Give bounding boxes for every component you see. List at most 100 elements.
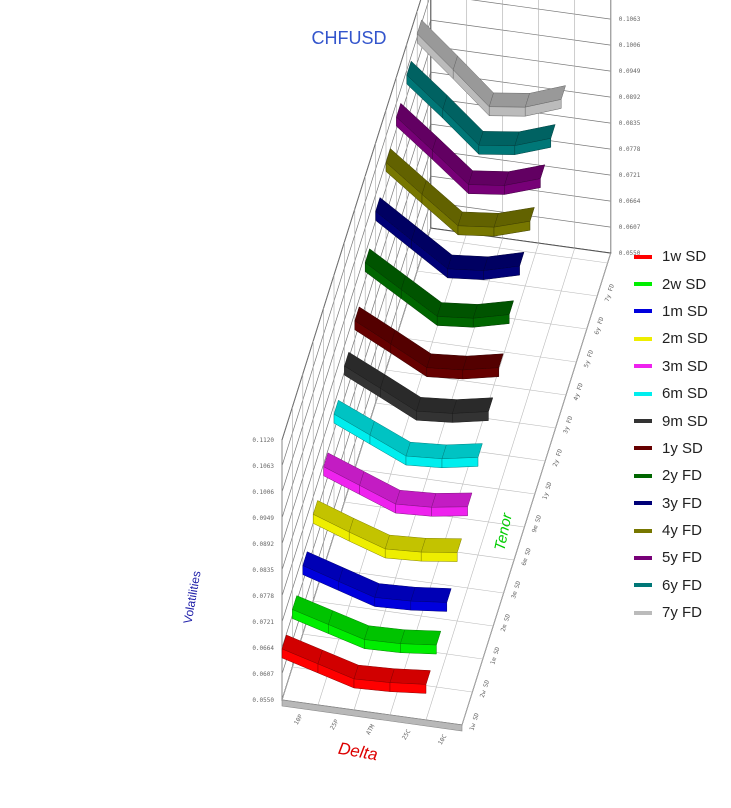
ribbon-segment (389, 682, 427, 694)
side-grid-line (281, 71, 432, 545)
legend-item: 1y SD (634, 435, 729, 462)
z-tick-label: 9m SD (531, 514, 543, 534)
ribbon-segment (420, 551, 458, 562)
ribbon-segment (436, 316, 474, 328)
z-tick-label: 6m SD (521, 547, 533, 567)
back-grid-line (430, 19, 611, 46)
ribbon-segment (514, 138, 552, 155)
ribbon-segment (410, 600, 448, 612)
ribbon-top (468, 170, 510, 186)
y-tick-label: 0.1006 (252, 489, 274, 496)
floor-grid-line (425, 248, 576, 721)
legend-item: 5y FD (634, 544, 729, 571)
legend-label: 4y FD (662, 522, 703, 540)
series-ribbons (281, 19, 566, 694)
legend-label: 5y FD (662, 549, 703, 567)
ribbon-segment (441, 457, 479, 469)
ribbon-top (400, 629, 442, 646)
legend-item: 2m SD (634, 325, 729, 352)
y-tick-label: 0.0607 (619, 224, 641, 231)
ribbon-segment (488, 106, 526, 117)
z-tick-label: 3m SD (510, 580, 522, 600)
side-grid-line (281, 0, 422, 441)
legend-swatch (634, 446, 652, 451)
y-tick-label: 0.1120 (252, 437, 274, 444)
y-tick-label: 0.0664 (619, 198, 641, 205)
z-tick-label: 3y FD (562, 415, 574, 435)
ribbon-segment (431, 506, 468, 517)
legend-swatch (634, 610, 652, 615)
ribbon-top (426, 353, 468, 371)
z-tick-label: 1w SD (469, 712, 481, 732)
ribbon-top (416, 397, 458, 414)
legend-item: 4y FD (634, 517, 729, 544)
ribbon-top (452, 397, 494, 414)
y-tick-label: 0.0892 (619, 94, 641, 101)
ribbon-top (441, 443, 483, 460)
series-ribbon-5y-fd (396, 102, 546, 195)
ribbon-top (478, 131, 520, 146)
y-tick-label: 0.0550 (619, 250, 641, 257)
floor-grid-line (313, 600, 494, 627)
ribbon-segment (416, 410, 453, 423)
legend-swatch (634, 309, 652, 314)
ribbon-top (420, 538, 462, 553)
series-ribbon-4y-fd (385, 148, 535, 237)
ribbon-segment (462, 367, 500, 380)
legend-label: 6y FD (662, 576, 703, 594)
x-tick-label: 10P (293, 713, 305, 726)
y-tick-label: 0.0892 (252, 541, 274, 548)
z-tick-label: 6y FD (593, 316, 605, 336)
legend-label: 1y SD (662, 439, 703, 457)
legend-item: 6y FD (634, 572, 729, 599)
chart-title: CHFUSD (312, 28, 387, 48)
legend-label: 2w SD (662, 275, 707, 293)
legend: 1w SD 2w SD 1m SD 2m SD 3m SD 6m SD 9m SD 1y SD… (634, 243, 729, 626)
ribbon-segment (472, 314, 510, 328)
ribbon-segment (457, 225, 495, 237)
side-grid-line (281, 19, 432, 493)
ribbon-segment (493, 220, 531, 237)
legend-item: 3m SD (634, 353, 729, 380)
legend-swatch (634, 336, 652, 341)
legend-swatch (634, 501, 652, 506)
series-ribbon-1y-sd (354, 306, 504, 380)
legend-swatch (634, 282, 652, 287)
z-tick-label: 2m SD (500, 613, 512, 633)
floor-base (281, 699, 463, 732)
series-ribbon-6m-sd (333, 399, 483, 469)
legend-label: 1m SD (662, 302, 708, 320)
ribbon-segment (452, 411, 489, 423)
z-tick-label: 7y FD (604, 283, 616, 303)
ribbon-segment (504, 178, 541, 195)
x-tick-label: ATM (365, 723, 377, 736)
series-ribbon-2m-sd (312, 500, 462, 562)
y-tick-label: 0.0949 (619, 68, 641, 75)
legend-item: 7y FD (634, 599, 729, 626)
legend-label: 2y FD (662, 467, 703, 485)
series-ribbon-1w-sd (281, 634, 431, 694)
y-tick-label: 0.0949 (252, 515, 274, 522)
series-ribbon-2w-sd (292, 595, 442, 655)
legend-item: 1w SD (634, 243, 729, 270)
y-tick-label: 0.1063 (252, 463, 274, 470)
ribbon-segment (426, 367, 464, 380)
series-ribbon-3y-fd (375, 197, 525, 280)
ribbon-top (447, 254, 489, 271)
y-tick-label: 0.0664 (252, 645, 274, 652)
back-grid-line (430, 149, 611, 176)
ribbon-top (431, 492, 473, 508)
back-grid-line (470, 0, 611, 20)
ribbon-segment (524, 99, 562, 117)
legend-label: 7y FD (662, 604, 703, 622)
x-tick-label: 25C (401, 728, 413, 741)
y-tick-label: 0.0835 (619, 120, 641, 127)
legend-label: 9m SD (662, 412, 708, 430)
floor-grid-line (385, 369, 567, 396)
legend-swatch (634, 391, 652, 396)
ribbon-segment (468, 184, 505, 195)
y-tick-label: 0.1006 (619, 42, 641, 49)
ribbon-top (389, 668, 431, 685)
z-tick-label: 1m SD (489, 646, 501, 666)
y-tick-label: 0.0721 (619, 172, 641, 179)
